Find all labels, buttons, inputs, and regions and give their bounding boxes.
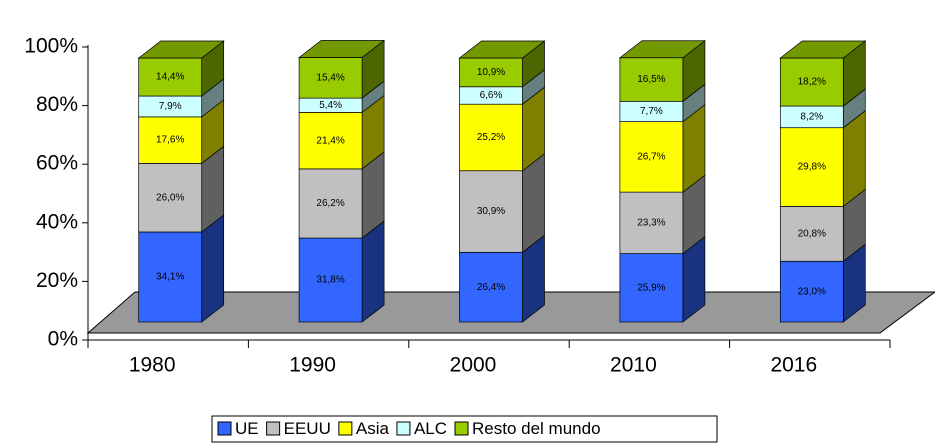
y-tick-label: 40% bbox=[36, 210, 78, 233]
legend-label: Resto del mundo bbox=[472, 419, 601, 438]
bar bbox=[298, 112, 363, 170]
bar bbox=[459, 251, 523, 323]
data-label: 23,3% bbox=[637, 218, 665, 229]
x-tick-label: 2000 bbox=[450, 354, 497, 377]
data-label: 10,9% bbox=[477, 67, 505, 78]
data-label: 25,9% bbox=[637, 282, 665, 293]
data-label: 7,9% bbox=[159, 101, 182, 112]
bar-top bbox=[137, 40, 225, 59]
data-label: 26,2% bbox=[316, 198, 344, 209]
data-label: 26,0% bbox=[156, 192, 184, 203]
bar bbox=[459, 57, 523, 88]
legend-swatch bbox=[396, 421, 411, 436]
bar bbox=[138, 162, 203, 233]
data-label: 26,4% bbox=[477, 282, 505, 293]
data-label: 21,4% bbox=[316, 135, 344, 146]
bar-top bbox=[779, 40, 867, 59]
legend-swatch bbox=[454, 421, 469, 436]
y-tick-label: 80% bbox=[36, 93, 78, 116]
bar bbox=[459, 170, 523, 253]
data-label: 25,2% bbox=[477, 132, 505, 143]
bar-top bbox=[618, 40, 706, 59]
legend-swatch bbox=[338, 421, 353, 436]
bar bbox=[298, 237, 363, 323]
data-label: 17,6% bbox=[156, 135, 184, 146]
y-tick-label: 60% bbox=[36, 152, 78, 175]
bar-side bbox=[201, 214, 225, 323]
data-label: 23,0% bbox=[798, 286, 826, 297]
x-tick-label: 2010 bbox=[610, 354, 657, 377]
data-label: 18,2% bbox=[798, 77, 826, 88]
x-tick-label: 1980 bbox=[129, 354, 176, 377]
data-label: 6,6% bbox=[480, 90, 503, 101]
legend-label: Asia bbox=[356, 419, 390, 438]
bar-side bbox=[361, 220, 385, 323]
y-tick-label: 20% bbox=[36, 269, 78, 292]
legend-swatch bbox=[266, 421, 281, 436]
bar bbox=[459, 103, 523, 172]
data-label: 7,7% bbox=[640, 106, 663, 117]
bar bbox=[619, 191, 684, 254]
legend-label: ALC bbox=[414, 419, 447, 438]
data-label: 8,2% bbox=[800, 112, 823, 123]
data-label: 15,4% bbox=[316, 72, 344, 83]
bar bbox=[138, 116, 203, 164]
y-tick-label: 100% bbox=[24, 35, 78, 58]
bar bbox=[298, 168, 363, 239]
data-label: 20,8% bbox=[798, 228, 826, 239]
bar bbox=[779, 260, 844, 323]
bar-top bbox=[298, 40, 386, 58]
data-label: 14,4% bbox=[156, 72, 184, 83]
data-label: 34,1% bbox=[156, 272, 184, 283]
data-label: 31,8% bbox=[316, 275, 344, 286]
legend-swatch bbox=[217, 421, 232, 436]
data-label: 26,7% bbox=[637, 152, 665, 163]
y-tick-label: 0% bbox=[48, 328, 78, 351]
legend-label: EEUU bbox=[284, 419, 331, 438]
bar bbox=[619, 253, 684, 323]
data-label: 5,4% bbox=[319, 100, 342, 111]
data-label: 16,5% bbox=[637, 74, 665, 85]
x-tick-label: 2016 bbox=[770, 354, 817, 377]
x-tick-label: 1990 bbox=[289, 354, 336, 377]
data-label: 30,9% bbox=[477, 206, 505, 217]
data-label: 29,8% bbox=[798, 162, 826, 173]
legend-label: UE bbox=[235, 419, 259, 438]
bar bbox=[619, 57, 684, 102]
bar-top bbox=[458, 40, 546, 59]
